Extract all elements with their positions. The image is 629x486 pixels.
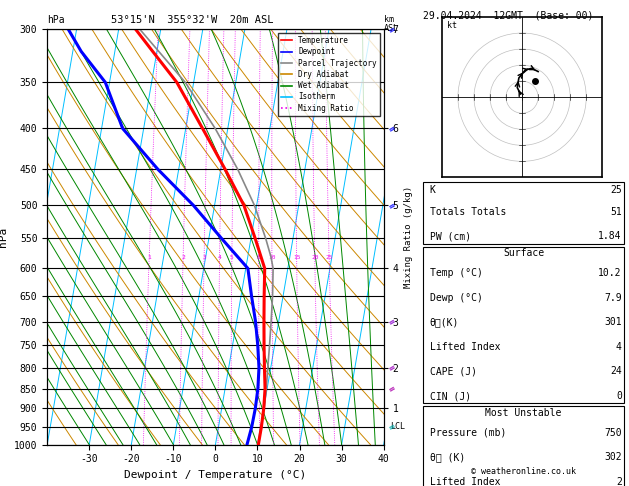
Y-axis label: hPa: hPa: [0, 227, 8, 247]
Text: 25: 25: [325, 255, 333, 260]
Text: Totals Totals: Totals Totals: [430, 207, 506, 217]
Text: 4: 4: [616, 342, 621, 352]
Text: 0: 0: [616, 391, 621, 401]
Text: 53°15'N  355°32'W  20m ASL: 53°15'N 355°32'W 20m ASL: [111, 15, 273, 25]
Text: 2: 2: [181, 255, 185, 260]
Legend: Temperature, Dewpoint, Parcel Trajectory, Dry Adiabat, Wet Adiabat, Isotherm, Mi: Temperature, Dewpoint, Parcel Trajectory…: [277, 33, 380, 116]
Text: 15: 15: [293, 255, 301, 260]
Text: 4: 4: [218, 255, 221, 260]
Y-axis label: Mixing Ratio (g/kg): Mixing Ratio (g/kg): [404, 186, 413, 288]
Text: 5: 5: [230, 255, 234, 260]
Text: 3: 3: [202, 255, 206, 260]
Text: 1.84: 1.84: [598, 231, 621, 242]
Text: 10.2: 10.2: [598, 268, 621, 278]
Text: θᴄ (K): θᴄ (K): [430, 452, 465, 462]
Text: Temp (°C): Temp (°C): [430, 268, 482, 278]
Bar: [423, 247, 624, 403]
Text: θᴄ(K): θᴄ(K): [430, 317, 459, 327]
Text: K: K: [430, 185, 435, 195]
Text: Pressure (mb): Pressure (mb): [430, 428, 506, 438]
Text: CIN (J): CIN (J): [430, 391, 470, 401]
Text: 1: 1: [147, 255, 151, 260]
Text: 750: 750: [604, 428, 621, 438]
Text: 24: 24: [610, 366, 621, 377]
Text: © weatheronline.co.uk: © weatheronline.co.uk: [471, 467, 576, 476]
Text: kt: kt: [447, 21, 457, 30]
Text: hPa: hPa: [47, 15, 65, 25]
Text: 302: 302: [604, 452, 621, 462]
Bar: [423, 406, 624, 486]
Text: 10: 10: [268, 255, 276, 260]
Text: 2: 2: [616, 477, 621, 486]
Text: 25: 25: [610, 185, 621, 195]
Text: LCL: LCL: [391, 422, 406, 432]
Text: $\equiv$: $\equiv$: [386, 315, 398, 328]
Text: 7.9: 7.9: [604, 293, 621, 303]
Text: PW (cm): PW (cm): [430, 231, 470, 242]
Text: 8: 8: [257, 255, 260, 260]
Text: $\equiv$: $\equiv$: [386, 122, 398, 135]
Text: Most Unstable: Most Unstable: [486, 408, 562, 418]
Text: CAPE (J): CAPE (J): [430, 366, 477, 377]
X-axis label: Dewpoint / Temperature (°C): Dewpoint / Temperature (°C): [125, 470, 306, 480]
Text: Lifted Index: Lifted Index: [430, 477, 500, 486]
Text: 20: 20: [311, 255, 318, 260]
Text: Lifted Index: Lifted Index: [430, 342, 500, 352]
Text: 301: 301: [604, 317, 621, 327]
Text: Surface: Surface: [503, 248, 544, 258]
Bar: [423, 182, 624, 244]
Text: Dewp (°C): Dewp (°C): [430, 293, 482, 303]
Text: $\equiv$: $\equiv$: [386, 361, 398, 374]
Text: $\equiv$: $\equiv$: [386, 382, 398, 395]
Text: $\equiv$: $\equiv$: [386, 421, 398, 434]
Text: km
ASL: km ASL: [384, 15, 399, 33]
Text: $\equiv$: $\equiv$: [386, 199, 398, 212]
Text: $\equiv$: $\equiv$: [386, 23, 398, 35]
Text: 51: 51: [610, 207, 621, 217]
Text: 29.04.2024  12GMT  (Base: 00): 29.04.2024 12GMT (Base: 00): [423, 11, 593, 21]
